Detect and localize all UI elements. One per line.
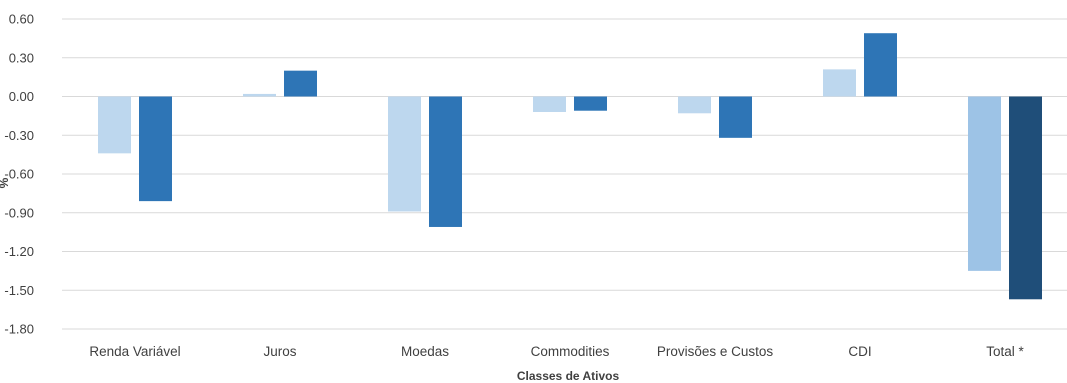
bar-1-cdi	[823, 69, 856, 97]
bar-1-juros	[243, 93, 276, 97]
bar-1-commodities	[533, 96, 566, 112]
y-tick-label: 0.30	[9, 50, 34, 65]
y-tick-label: -1.80	[4, 322, 34, 337]
category-label: Juros	[263, 344, 296, 359]
y-tick-label: -1.20	[4, 244, 34, 259]
category-label: Moedas	[401, 344, 449, 359]
category-label: CDI	[848, 344, 871, 359]
y-tick-label: -1.50	[4, 283, 34, 298]
bar-2-moedas	[429, 96, 462, 227]
bar-1-moedas	[388, 96, 421, 212]
category-label: Provisões e Custos	[657, 344, 774, 359]
bar-1-renda-vari-vel	[98, 96, 131, 154]
bars	[98, 33, 1042, 300]
bar-1-provis-es-e-custos	[678, 96, 711, 114]
bar-2-provis-es-e-custos	[719, 96, 752, 138]
category-label: Renda Variável	[89, 344, 180, 359]
y-tick-label: -0.60	[4, 167, 34, 182]
x-axis-label: Classes de Ativos	[517, 369, 620, 383]
y-axis-ticks: 0.60 0.30 0.00 -0.30 -0.60 -0.90 -1.20 -1.50 -1.…	[4, 12, 34, 337]
y-tick-label: 0.60	[9, 12, 34, 27]
y-tick-label: -0.30	[4, 128, 34, 143]
bar-2-commodities	[574, 96, 607, 111]
bar-2-total	[1009, 96, 1042, 300]
bar-1-total	[968, 96, 1001, 271]
bar-2-renda-vari-vel	[139, 96, 172, 202]
bar-2-cdi	[864, 33, 897, 97]
bar-2-juros	[284, 70, 317, 97]
y-tick-label: -0.90	[4, 205, 34, 220]
category-label: Commodities	[531, 344, 610, 359]
category-label: Total *	[986, 344, 1024, 359]
x-axis-categories: Renda Variável Juros Moedas Commodities Prov…	[89, 344, 1024, 359]
y-axis-label: %	[0, 177, 11, 188]
gridlines	[62, 18, 1067, 330]
y-tick-label: 0.00	[9, 89, 34, 104]
